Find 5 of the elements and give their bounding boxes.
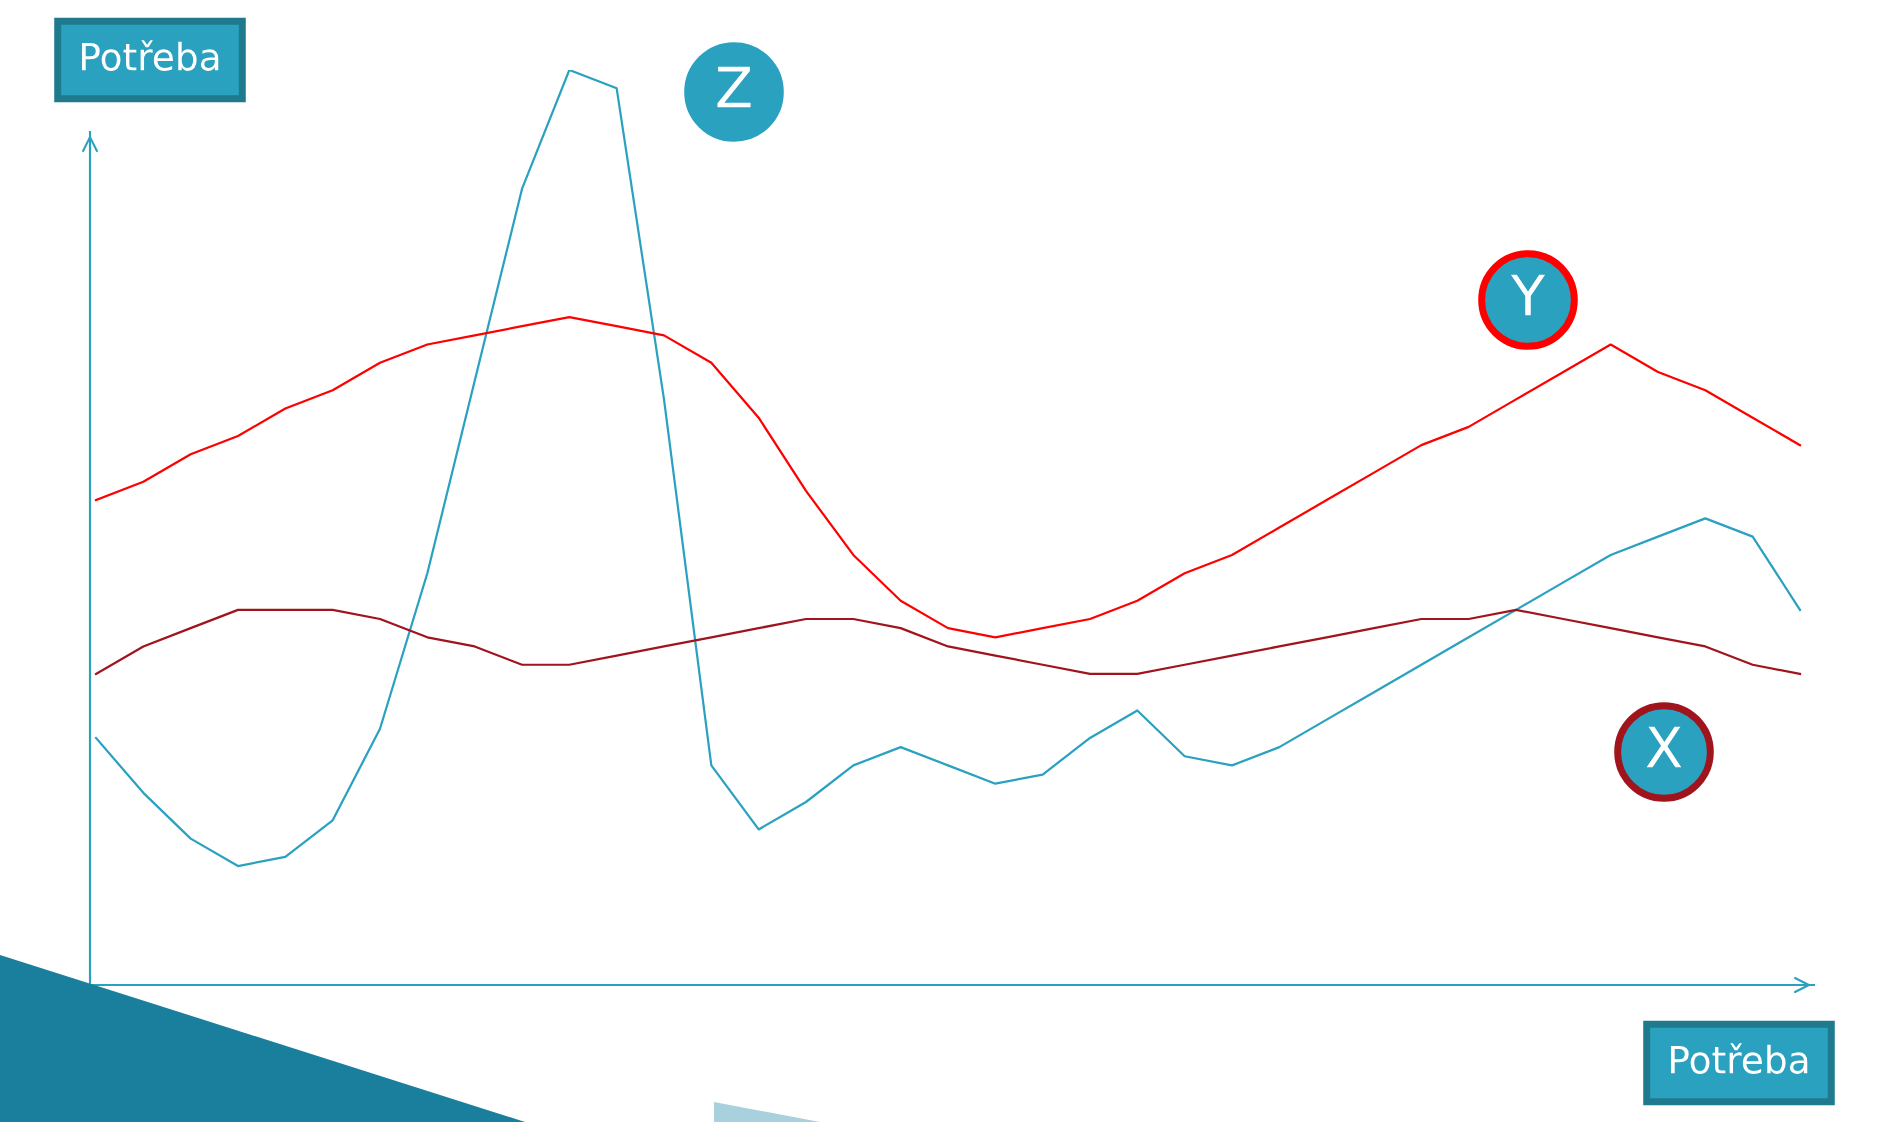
y-axis-title: Potřeba <box>82 40 219 71</box>
series-label: Z <box>717 66 751 108</box>
series-label: X <box>1646 726 1682 768</box>
series-label: Y <box>1510 274 1546 316</box>
x-axis-title: Potřeba <box>1671 1043 1808 1074</box>
